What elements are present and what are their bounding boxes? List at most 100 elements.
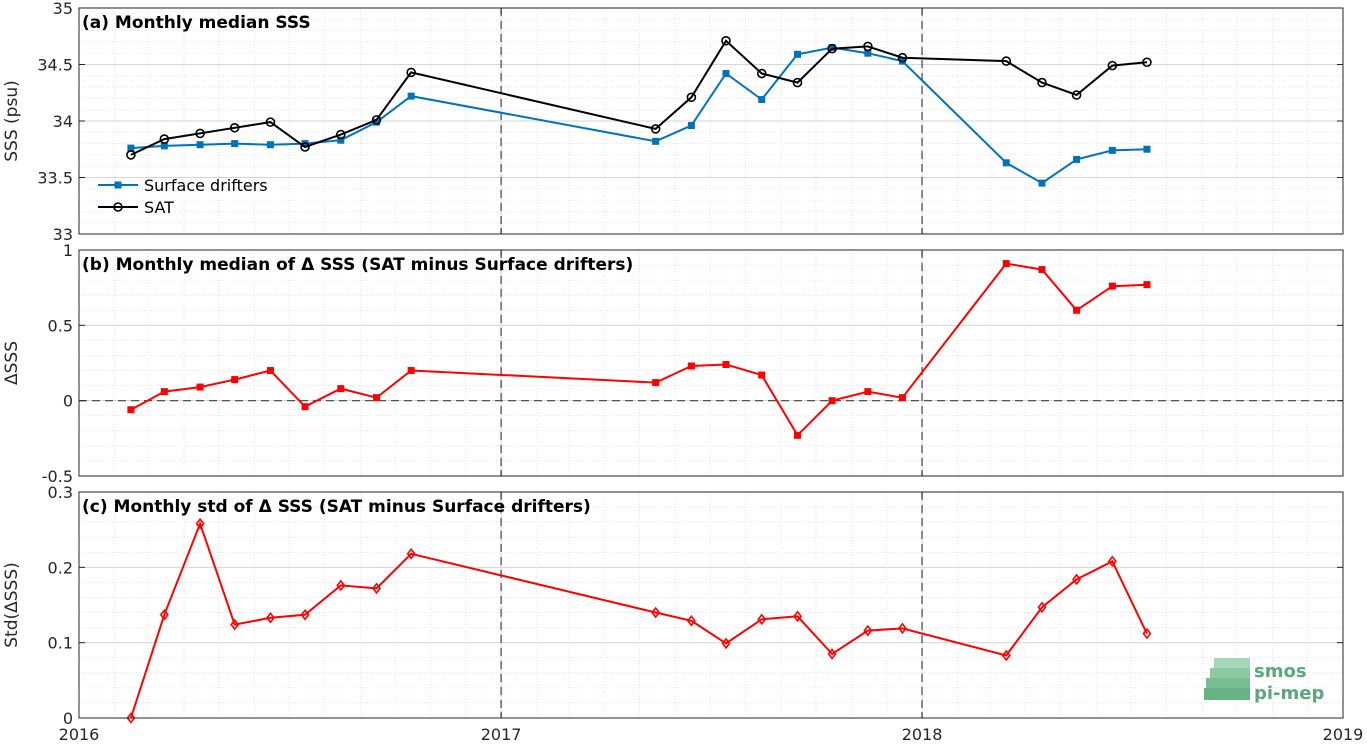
data-point — [265, 612, 275, 624]
data-point — [827, 648, 837, 660]
panel-b: -0.5 0 0.5 1 (b) Monthly median of Δ SSS (SA… — [2, 241, 1344, 486]
data-point — [373, 394, 381, 402]
data-point — [229, 122, 240, 133]
y-tick-label: 34 — [53, 112, 73, 131]
data-point — [300, 608, 310, 621]
panel-c: 0 0.1 0.2 0.3 2016 2017 2018 2019 (c) Monthly st… — [2, 483, 1363, 744]
series-line — [129, 520, 1148, 719]
data-point — [335, 129, 346, 140]
data-point — [687, 122, 695, 130]
data-point — [1142, 627, 1152, 640]
y-tick-label: 0 — [63, 392, 73, 411]
y-tick-label: 0.3 — [48, 483, 73, 502]
y-axis-label: SSS (psu) — [2, 80, 22, 161]
legend-marker — [114, 181, 122, 189]
data-point — [231, 376, 239, 384]
data-point — [758, 371, 766, 379]
data-point — [793, 431, 801, 439]
legend-entry: Surface drifters — [144, 176, 268, 195]
y-tick-label: 35 — [53, 0, 73, 18]
data-point — [1107, 555, 1117, 568]
x-tick-label: 2018 — [902, 725, 943, 744]
data-point — [686, 92, 697, 103]
data-point — [265, 117, 276, 127]
data-point — [1002, 260, 1010, 268]
data-point — [1142, 57, 1152, 68]
data-point — [195, 517, 205, 530]
data-point — [1001, 649, 1011, 662]
data-point — [827, 43, 837, 54]
data-point — [230, 618, 240, 631]
data-point — [863, 624, 873, 637]
data-point — [1037, 77, 1047, 88]
data-point — [1073, 155, 1081, 163]
data-point — [1143, 281, 1151, 289]
data-point — [126, 712, 136, 724]
data-point — [406, 547, 416, 560]
legend-entry: SAT — [144, 198, 174, 217]
data-point — [651, 606, 661, 619]
data-point — [159, 608, 169, 621]
smos-pi-mep-logo: smos pi-mep — [1204, 658, 1324, 704]
series-line — [130, 46, 1147, 185]
data-point — [757, 613, 767, 626]
data-point — [686, 615, 696, 627]
data-point — [1143, 145, 1151, 153]
data-point — [687, 362, 695, 370]
panel-title: (a) Monthly median SSS — [82, 13, 311, 33]
data-point — [1038, 266, 1046, 274]
legend-marker — [113, 202, 123, 212]
data-point — [1108, 282, 1116, 290]
data-point — [406, 67, 416, 78]
y-tick-label: 0.2 — [48, 558, 73, 577]
y-tick-label: 0.1 — [48, 634, 73, 653]
data-point — [1072, 573, 1082, 586]
data-point — [1037, 601, 1047, 614]
plot-area — [79, 250, 1343, 476]
data-point — [337, 385, 345, 393]
plot-area — [79, 492, 1343, 718]
data-point — [266, 367, 274, 375]
panel-title: (b) Monthly median of Δ SSS (SAT minus S… — [82, 255, 633, 275]
data-point — [407, 92, 415, 100]
data-point — [231, 140, 239, 148]
axes-box — [78, 491, 1344, 719]
series-delta-0 — [127, 260, 1151, 439]
data-point — [336, 579, 346, 592]
data-point — [196, 141, 204, 149]
data-point — [1073, 306, 1081, 314]
data-point — [793, 50, 801, 58]
y-axis-label: ΔSSS — [2, 341, 22, 385]
series-delta-0 — [126, 517, 1152, 724]
data-point — [1038, 179, 1046, 187]
panel-title: (c) Monthly std of Δ SSS (SAT minus Surf… — [82, 497, 591, 517]
data-point — [1108, 146, 1116, 154]
y-tick-label: 34.5 — [37, 56, 73, 75]
logo-text-smos: smos — [1254, 661, 1307, 682]
y-tick-label: 0 — [63, 709, 73, 728]
data-point — [371, 115, 382, 125]
panel-a: 33 33.5 34 34.5 35 (a) Monthly median SSS SSS … — [2, 0, 1344, 244]
data-point — [1107, 60, 1118, 71]
data-point — [1002, 159, 1010, 167]
data-point — [863, 41, 873, 52]
data-point — [159, 134, 170, 144]
y-tick-label: -0.5 — [42, 467, 73, 486]
data-point — [898, 394, 906, 402]
logo-text-pimep: pi-mep — [1254, 683, 1324, 704]
series-surface-drifters — [127, 44, 1151, 187]
data-point — [722, 361, 730, 369]
data-point — [864, 388, 872, 396]
x-tick-label: 2016 — [59, 725, 100, 744]
series-line — [130, 262, 1147, 437]
data-point — [756, 68, 767, 79]
data-point — [897, 52, 908, 63]
data-point — [160, 388, 168, 396]
data-point — [721, 35, 731, 46]
y-tick-label: 33 — [53, 225, 73, 244]
data-point — [126, 150, 136, 160]
data-point — [758, 96, 766, 104]
data-point — [897, 622, 907, 635]
data-point — [652, 137, 660, 145]
series-line — [130, 39, 1147, 156]
